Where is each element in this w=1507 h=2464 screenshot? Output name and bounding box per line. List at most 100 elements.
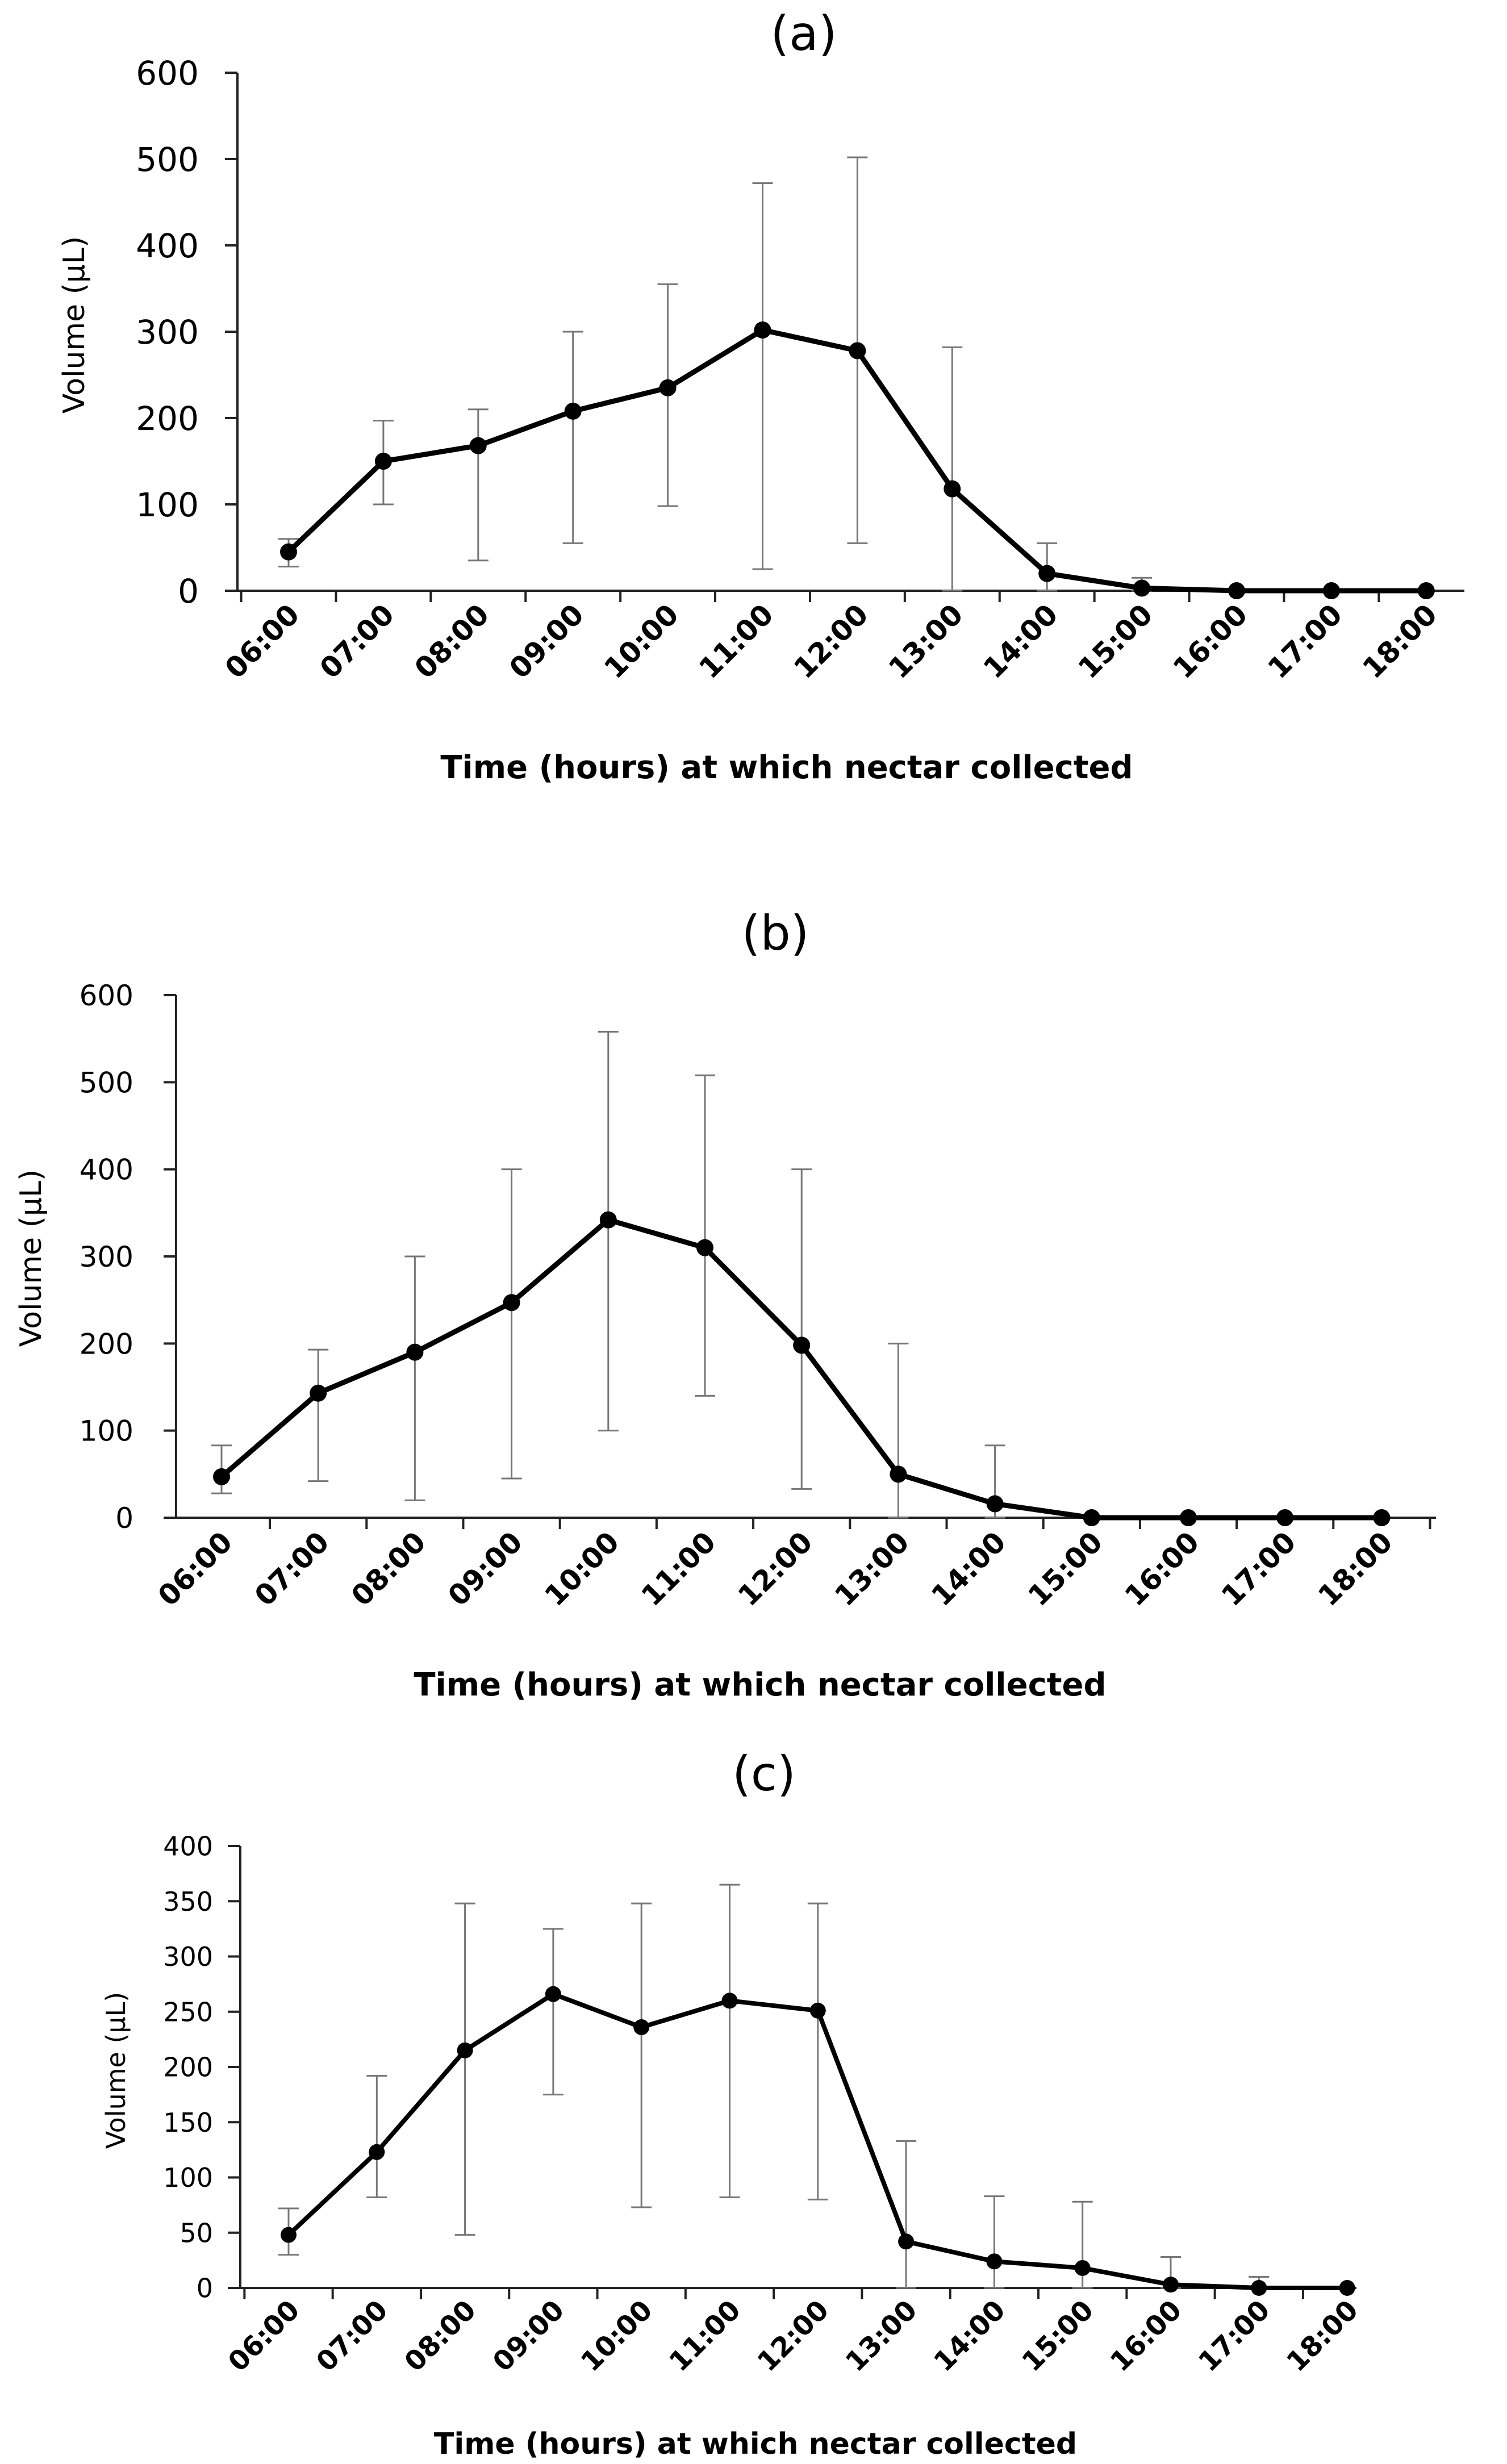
- panel-a-error-bar: [467, 408, 489, 562]
- panel-c-y-tick-label: 100: [163, 2162, 213, 2193]
- panel-c-y-tick-label: 200: [163, 2052, 213, 2083]
- panel-b-data-point: [1276, 1509, 1294, 1526]
- panel-c-error-bar: [896, 2140, 917, 2289]
- panel-c-error-bar: [366, 2075, 387, 2199]
- panel-c-y-tick-label: 50: [179, 2217, 213, 2248]
- panel-b-data-point: [986, 1495, 1004, 1513]
- panel-b-error-bar: [695, 1074, 715, 1397]
- panel-c-x-tick-label: 16:00: [1104, 2294, 1188, 2378]
- panel-c-y-tick-label: 400: [163, 1831, 213, 1862]
- panel-c-y-tick-label: 350: [163, 1886, 213, 1917]
- panel-a-x-tick-label: 10:00: [598, 598, 686, 685]
- panel-a-data-point: [374, 453, 392, 470]
- panel-b-y-tick-label: 0: [115, 1502, 133, 1535]
- panel-c-y-tick-label: 0: [197, 2273, 213, 2304]
- panel-c-data-point: [1339, 2280, 1355, 2296]
- panel-a-data-point: [1133, 579, 1151, 597]
- panel-c-error-bar: [631, 1902, 652, 2208]
- panel-b-data-point: [1083, 1509, 1100, 1526]
- panel-b-x-tick-label: 11:00: [635, 1525, 723, 1613]
- panel-b-x-tick-label: 16:00: [1118, 1525, 1206, 1613]
- panel-c-data-point: [369, 2144, 385, 2160]
- panel-b-error-bar: [791, 1168, 812, 1490]
- panel-c-data-point: [809, 2002, 826, 2019]
- panel-a-y-tick-label: 0: [178, 572, 199, 611]
- panel-c-x-tick-label: 17:00: [1192, 2294, 1276, 2378]
- panel-a-x-tick-label: 11:00: [692, 598, 780, 685]
- panel-b-x-tick-label: 18:00: [1312, 1525, 1399, 1613]
- panel-a-error-bar: [752, 182, 773, 570]
- panel-c: (c) Volume (µL) Time (hours) at which ne…: [101, 1746, 1364, 2461]
- panel-b-error-bar: [598, 1030, 619, 1432]
- panel-c-error-bar: [542, 1928, 563, 2096]
- panel-a-y-tick-label: 400: [136, 227, 199, 265]
- panel-a-data-point: [280, 543, 297, 561]
- panel-c-x-tick-label: 15:00: [1016, 2294, 1100, 2378]
- panel-a-data-point: [1322, 582, 1340, 599]
- panel-b-data-point: [793, 1337, 811, 1354]
- panel-a-x-tick-label: 18:00: [1356, 598, 1444, 685]
- panel-a-data-point: [944, 480, 961, 498]
- panel-a-x-tick-label: 09:00: [503, 598, 591, 685]
- panel-a-x-tick-label: 14:00: [977, 598, 1064, 685]
- panel-b-data-point: [1373, 1509, 1391, 1526]
- panel-c-data-point: [633, 2019, 650, 2035]
- panel-a-x-tick-label: 13:00: [882, 598, 970, 685]
- panel-a-y-tick-label: 300: [136, 313, 199, 352]
- panel-c-y-tick-label: 250: [163, 1997, 213, 2027]
- panel-c-error-bar: [984, 2195, 1005, 2289]
- panel-b-y-tick-label: 300: [80, 1241, 133, 1273]
- panel-a-data-point: [1228, 582, 1245, 599]
- panel-c-x-tick-label: 08:00: [398, 2294, 482, 2378]
- panel-b-x-tick-label: 13:00: [828, 1525, 916, 1613]
- panel-b-x-tick-label: 14:00: [925, 1525, 1013, 1613]
- panel-b-x-tick-label: 08:00: [345, 1525, 432, 1613]
- panel-a-data-point: [659, 379, 677, 396]
- panel-a-x-tick-label: 07:00: [314, 598, 401, 685]
- panel-c-x-tick-label: 10:00: [575, 2294, 659, 2378]
- panel-a-y-axis-label: Volume (µL): [57, 236, 91, 414]
- panel-b-y-tick-label: 100: [80, 1415, 133, 1448]
- panel-c-x-tick-label: 07:00: [310, 2294, 394, 2378]
- panel-b-x-tick-label: 07:00: [248, 1525, 336, 1613]
- panel-a-y-tick-label: 100: [136, 486, 199, 524]
- panel-b-x-tick-label: 15:00: [1022, 1525, 1109, 1613]
- panel-b-error-bar: [404, 1255, 425, 1501]
- panel-b-data-point: [599, 1211, 617, 1229]
- panel-b-error-bar: [308, 1348, 329, 1482]
- panel-c-error-bar: [719, 1884, 740, 2199]
- panel-c-y-tick-label: 300: [163, 1941, 213, 1972]
- panel-b-data-point: [406, 1343, 424, 1361]
- panel-b-y-tick-label: 500: [80, 1066, 133, 1099]
- panel-c-data-point: [986, 2253, 1003, 2270]
- panel-b: (b) Volume (µL) Time (hours) at which ne…: [14, 905, 1436, 1703]
- panel-a-y-tick-label: 600: [136, 54, 199, 93]
- panel-c-y-tick-label: 150: [163, 2107, 213, 2138]
- panel-c-data-point: [898, 2233, 915, 2250]
- panel-a-x-axis-label: Time (hours) at which nectar collected: [440, 749, 1133, 786]
- panel-a-data-point: [564, 402, 582, 420]
- panel-b-data-point: [310, 1384, 327, 1402]
- panel-c-data-point: [1163, 2277, 1179, 2293]
- panel-a-error-bar: [942, 346, 963, 592]
- panel-b-data-point: [1180, 1509, 1197, 1526]
- panel-b-x-tick-label: 06:00: [152, 1525, 239, 1613]
- panel-c-x-tick-label: 12:00: [752, 2294, 836, 2378]
- panel-c-error-bar: [807, 1902, 828, 2200]
- panel-b-data-point: [890, 1465, 907, 1483]
- panel-b-y-tick-label: 400: [80, 1154, 133, 1187]
- panel-a-data-point: [1038, 565, 1056, 582]
- panel-b-error-bar: [888, 1342, 909, 1519]
- panel-c-x-tick-label: 06:00: [222, 2294, 306, 2378]
- panel-c-data-point: [545, 1986, 561, 2002]
- panel-b-x-axis-label: Time (hours) at which nectar collected: [414, 1667, 1106, 1703]
- panel-a: (a) Volume (µL) Time (hours) at which ne…: [57, 6, 1464, 786]
- panel-b-y-axis-label: Volume (µL): [14, 1170, 48, 1347]
- panel-b-data-point: [213, 1468, 230, 1485]
- panel-c-data-point: [457, 2042, 473, 2058]
- panel-a-data-point: [754, 321, 771, 339]
- panel-c-data-point: [281, 2227, 297, 2243]
- panel-a-data-point: [469, 437, 487, 454]
